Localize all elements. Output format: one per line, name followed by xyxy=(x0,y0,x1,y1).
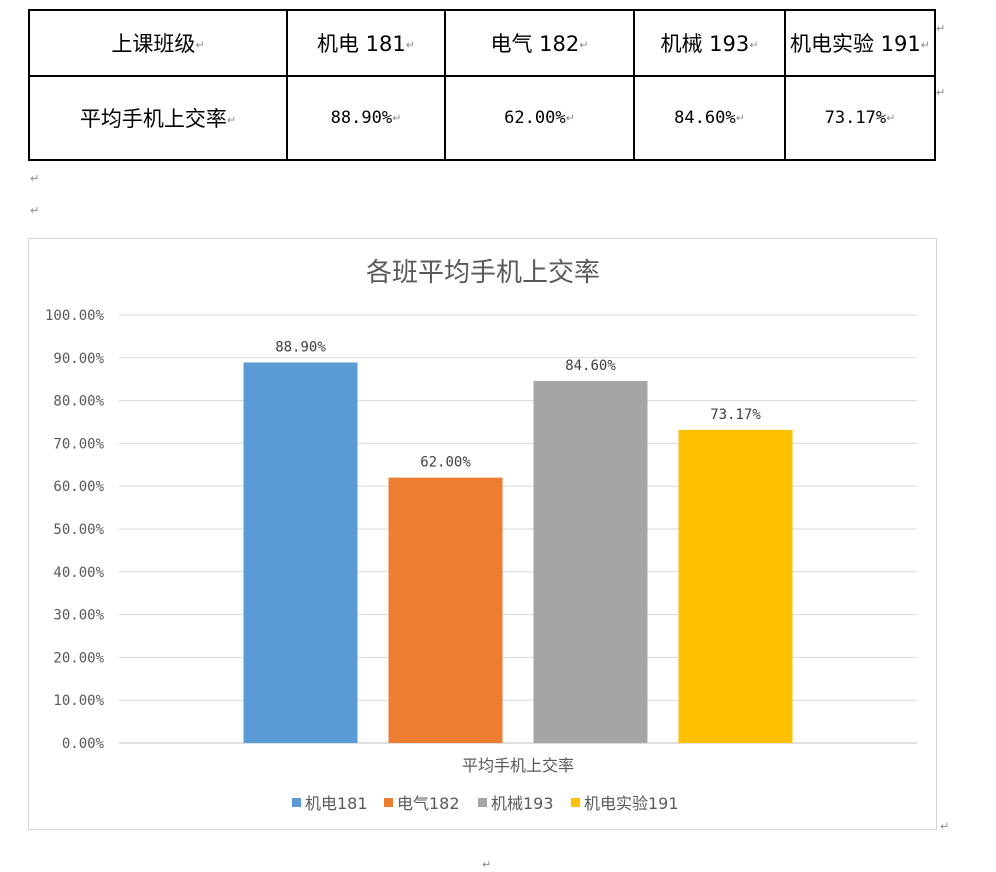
y-tick-label: 70.00% xyxy=(53,436,104,452)
y-tick-label: 30.00% xyxy=(53,608,104,624)
data-label: 88.90% xyxy=(275,340,326,356)
legend-swatch xyxy=(478,798,487,807)
bar-3 xyxy=(533,380,648,743)
x-category-label: 平均手机上交率 xyxy=(462,756,574,775)
table-data-row: 平均手机上交率↵ 88.90%↵ 62.00%↵ 84.60%↵ 73.17%↵ xyxy=(28,75,936,161)
data-table: 上课班级↵ 机电 181↵ 电气 182↵ 机械 193↵ 机电实验 191↵ … xyxy=(28,9,936,161)
data-label: 84.60% xyxy=(565,358,616,374)
table-cell: 机电 181↵ xyxy=(286,9,446,77)
legend-label: 电气182 xyxy=(397,794,460,813)
bar-1 xyxy=(243,362,358,743)
paragraph-mark: ↵ xyxy=(30,172,40,185)
paragraph-mark: ↵ xyxy=(482,858,492,871)
paragraph-mark: ↵ xyxy=(940,820,950,833)
table-cell: 机电实验 191↵ xyxy=(784,9,936,77)
bar-chart: 各班平均手机上交率 0.00% 10.00% 20.00% 30.00% 40.00% 50… xyxy=(45,258,917,813)
paragraph-mark: ↵ xyxy=(30,204,40,217)
bar-2 xyxy=(388,477,503,743)
y-tick-label: 40.00% xyxy=(53,565,104,581)
legend-swatch xyxy=(571,798,580,807)
table-cell: 84.60%↵ xyxy=(633,75,786,161)
chart-frame: 各班平均手机上交率 0.00% 10.00% 20.00% 30.00% 40.00% 50… xyxy=(28,238,937,830)
y-tick-label: 0.00% xyxy=(62,736,105,752)
y-tick-label: 10.00% xyxy=(53,693,104,709)
table-cell: 电气 182↵ xyxy=(444,9,635,77)
legend-label: 机械193 xyxy=(491,794,554,813)
row-end-mark: ↵ xyxy=(936,22,946,35)
table-cell: 73.17%↵ xyxy=(784,75,936,161)
data-label: 73.17% xyxy=(710,407,761,423)
y-tick-label: 90.00% xyxy=(53,351,104,367)
y-tick-label: 20.00% xyxy=(53,650,104,666)
table-cell: 机械 193↵ xyxy=(633,9,786,77)
legend-label: 机电实验191 xyxy=(584,794,679,813)
chart-title: 各班平均手机上交率 xyxy=(366,258,600,288)
table-cell: 平均手机上交率↵ xyxy=(28,75,288,161)
table-header-row: 上课班级↵ 机电 181↵ 电气 182↵ 机械 193↵ 机电实验 191↵ xyxy=(28,9,936,77)
table-cell: 62.00%↵ xyxy=(444,75,635,161)
data-label: 62.00% xyxy=(420,455,471,471)
legend-swatch xyxy=(292,798,301,807)
y-tick-label: 60.00% xyxy=(53,479,104,495)
bar-4 xyxy=(678,429,793,743)
y-tick-label: 100.00% xyxy=(45,308,105,324)
table-cell: 上课班级↵ xyxy=(28,9,288,77)
table-cell: 88.90%↵ xyxy=(286,75,446,161)
y-tick-label: 80.00% xyxy=(53,394,104,410)
legend-label: 机电181 xyxy=(305,794,368,813)
legend-swatch xyxy=(384,798,393,807)
y-tick-label: 50.00% xyxy=(53,522,104,538)
row-end-mark: ↵ xyxy=(936,86,946,99)
